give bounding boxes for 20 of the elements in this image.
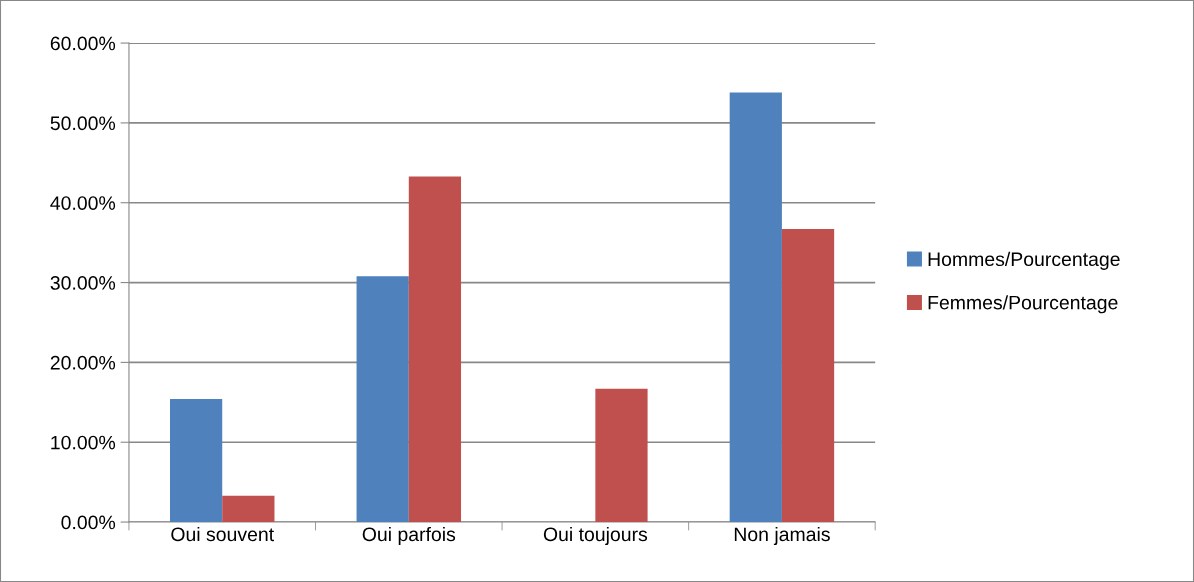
bar — [729, 92, 782, 523]
y-tick-label: 40.00% — [50, 196, 116, 210]
y-tick-label: 50.00% — [50, 116, 116, 131]
x-tick-label: Oui souvent — [171, 526, 274, 542]
legend-label: Femmes/Pourcentage — [928, 295, 1118, 314]
y-tick-label: 60.00% — [50, 36, 116, 51]
bar — [408, 176, 462, 523]
y-tick-label: 0.00% — [61, 515, 116, 530]
y-tick-label: 10.00% — [51, 435, 116, 450]
x-tick-label: Oui toujours — [543, 526, 648, 546]
bar — [170, 399, 223, 523]
y-tick-label: 30.00% — [50, 276, 116, 290]
x-tick-label: Oui parfois — [362, 526, 456, 546]
bar — [356, 276, 409, 523]
x-tick-label: Non jamais — [734, 526, 830, 546]
bar — [222, 495, 275, 523]
y-tick-label: 20.00% — [50, 355, 116, 370]
legend-label: Hommes/Pourcentage — [928, 251, 1120, 270]
bar — [595, 388, 648, 523]
bar — [781, 229, 835, 523]
